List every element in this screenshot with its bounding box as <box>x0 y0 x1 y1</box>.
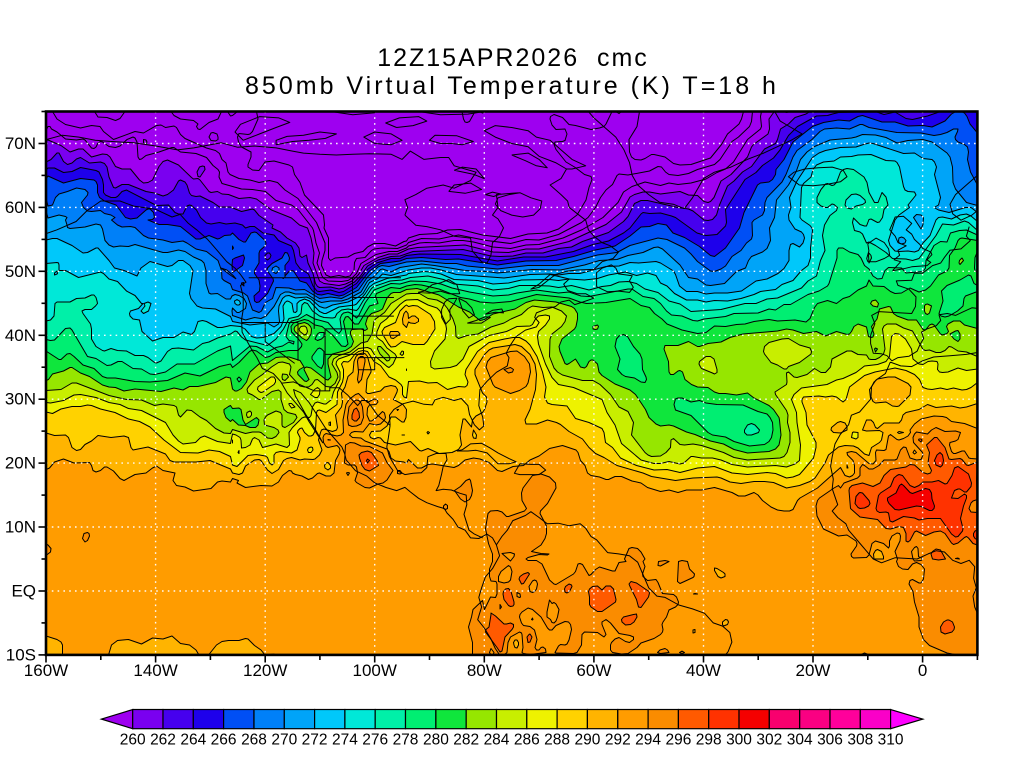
svg-text:308: 308 <box>847 732 873 749</box>
svg-text:30N: 30N <box>5 390 36 409</box>
svg-text:276: 276 <box>362 732 388 749</box>
svg-text:120W: 120W <box>243 661 287 680</box>
svg-text:60W: 60W <box>576 661 611 680</box>
svg-text:292: 292 <box>605 732 631 749</box>
svg-text:60N: 60N <box>5 198 36 217</box>
svg-text:294: 294 <box>635 732 661 749</box>
svg-text:266: 266 <box>211 732 237 749</box>
svg-text:12Z15APR2026 cmc: 12Z15APR2026 cmc <box>377 44 649 72</box>
svg-text:10N: 10N <box>5 518 36 537</box>
svg-text:270: 270 <box>271 732 297 749</box>
svg-text:100W: 100W <box>352 661 396 680</box>
svg-text:284: 284 <box>484 732 510 749</box>
svg-text:260: 260 <box>120 732 146 749</box>
svg-text:304: 304 <box>787 732 813 749</box>
svg-text:296: 296 <box>665 732 691 749</box>
svg-text:272: 272 <box>302 732 328 749</box>
svg-text:20N: 20N <box>5 454 36 473</box>
svg-text:264: 264 <box>180 732 206 749</box>
svg-text:280: 280 <box>423 732 449 749</box>
svg-text:20W: 20W <box>796 661 831 680</box>
svg-text:306: 306 <box>817 732 843 749</box>
svg-text:302: 302 <box>756 732 782 749</box>
svg-text:310: 310 <box>878 732 904 749</box>
svg-text:EQ: EQ <box>11 582 36 601</box>
svg-text:290: 290 <box>574 732 600 749</box>
svg-text:10S: 10S <box>6 645 36 664</box>
svg-text:80W: 80W <box>467 661 502 680</box>
svg-text:278: 278 <box>393 732 419 749</box>
svg-text:262: 262 <box>150 732 176 749</box>
svg-text:70N: 70N <box>5 134 36 153</box>
svg-text:140W: 140W <box>133 661 177 680</box>
svg-text:274: 274 <box>332 732 358 749</box>
svg-text:300: 300 <box>726 732 752 749</box>
svg-text:298: 298 <box>696 732 722 749</box>
svg-text:40W: 40W <box>686 661 721 680</box>
svg-text:850mb Virtual Temperature (K): 850mb Virtual Temperature (K) T=18 h <box>245 72 779 100</box>
svg-text:160W: 160W <box>24 661 68 680</box>
svg-text:288: 288 <box>544 732 570 749</box>
svg-text:0: 0 <box>918 661 927 680</box>
svg-text:282: 282 <box>453 732 479 749</box>
svg-text:286: 286 <box>514 732 540 749</box>
svg-text:40N: 40N <box>5 326 36 345</box>
svg-text:50N: 50N <box>5 262 36 281</box>
svg-text:268: 268 <box>241 732 267 749</box>
